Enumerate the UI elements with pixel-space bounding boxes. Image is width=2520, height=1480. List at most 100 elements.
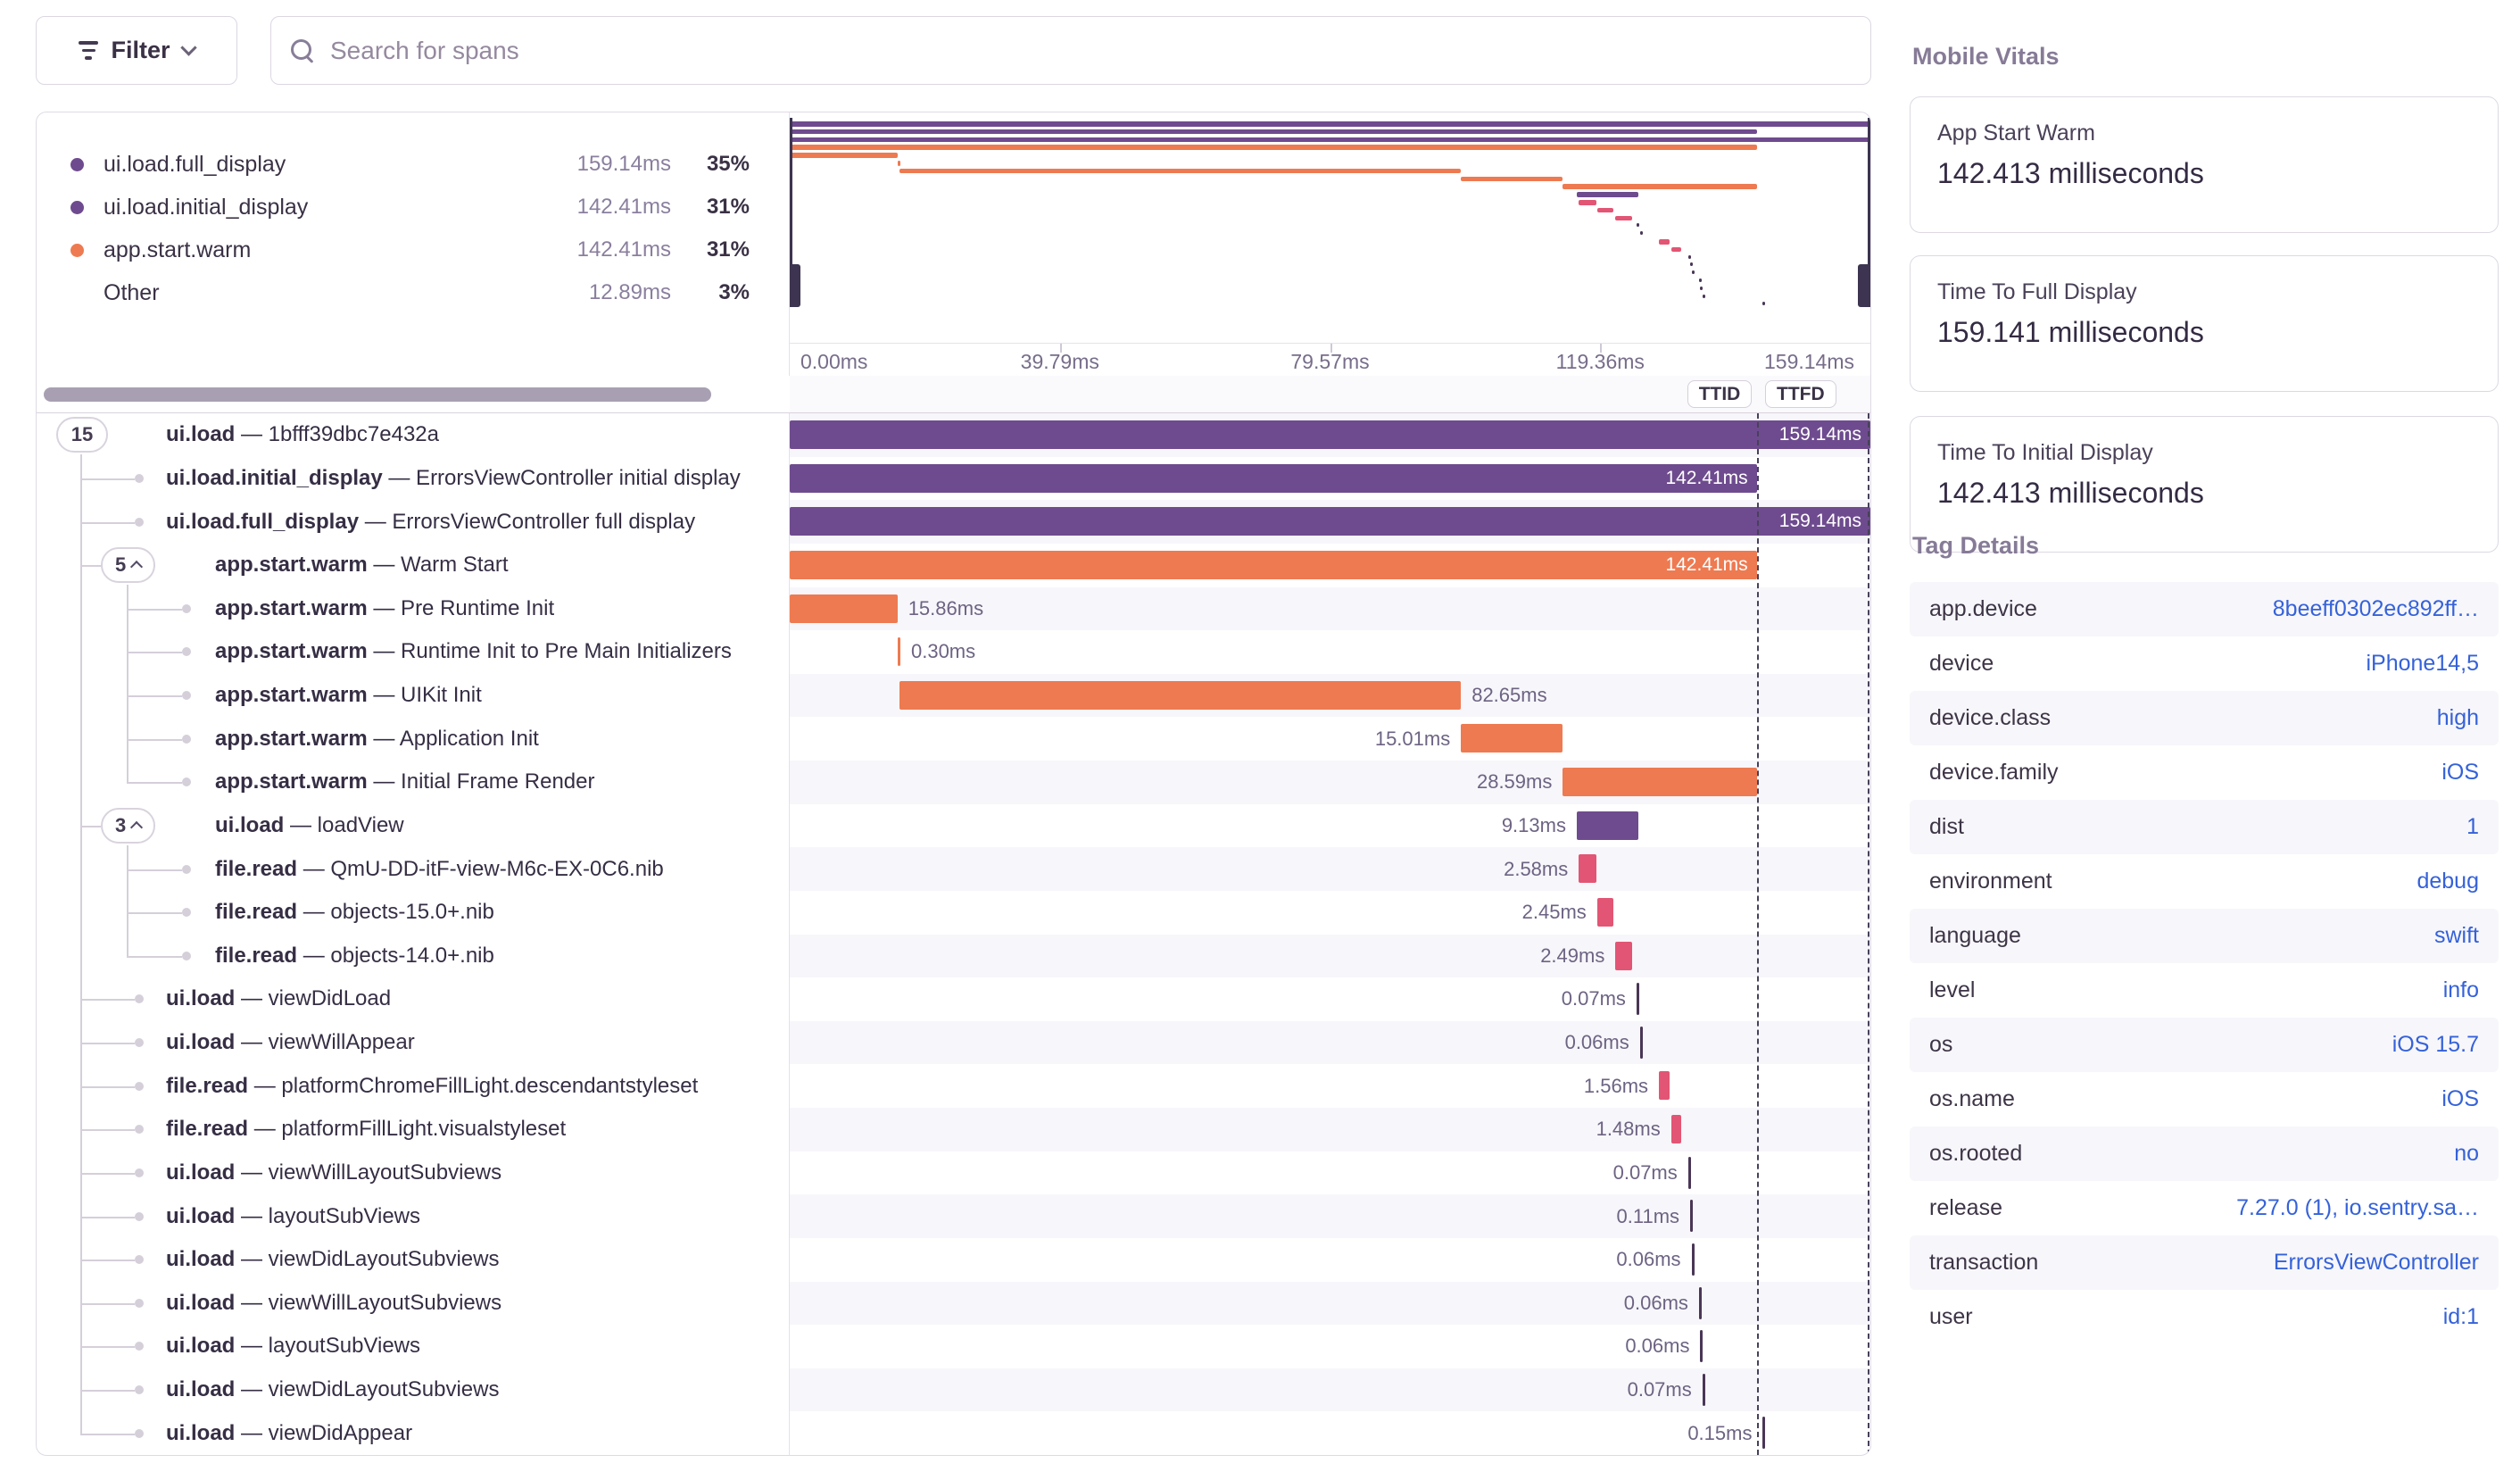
span-tree-row[interactable]: ui.load — viewDidLayoutSubviews bbox=[37, 1368, 790, 1412]
span-tree-row[interactable]: app.start.warm — UIKit Init bbox=[37, 674, 790, 718]
tag-value-link[interactable]: 1 bbox=[2466, 814, 2479, 839]
span-duration-bar[interactable] bbox=[1687, 1156, 1691, 1189]
span-tree-row[interactable]: app.start.warm — Initial Frame Render bbox=[37, 761, 790, 804]
span-duration-bar[interactable]: 159.14ms bbox=[790, 507, 1870, 536]
span-duration-bar[interactable]: 142.41ms bbox=[790, 463, 1757, 493]
span-tree-row[interactable]: file.read — platformFillLight.visualstyl… bbox=[37, 1108, 790, 1152]
span-duration-bar[interactable] bbox=[1563, 768, 1757, 796]
span-tree-row[interactable]: 5 app.start.warm — Warm Start bbox=[37, 544, 790, 587]
span-duration-bar[interactable] bbox=[1698, 1286, 1702, 1319]
waterfall-row[interactable]: 0.15ms bbox=[790, 1411, 1870, 1455]
span-tree-row[interactable]: ui.load.full_display — ErrorsViewControl… bbox=[37, 500, 790, 544]
tag-value-link[interactable]: swift bbox=[2434, 923, 2479, 948]
span-duration-bar[interactable] bbox=[1691, 1243, 1695, 1276]
waterfall-row[interactable]: 0.07ms bbox=[790, 977, 1870, 1021]
tag-value-link[interactable]: id:1 bbox=[2442, 1304, 2479, 1329]
span-duration-bar[interactable] bbox=[1636, 983, 1639, 1016]
waterfall-row[interactable]: 1.48ms bbox=[790, 1108, 1870, 1152]
span-tree-row[interactable]: file.read — platformChromeFillLight.desc… bbox=[37, 1064, 790, 1108]
waterfall-row[interactable]: 159.14ms bbox=[790, 413, 1870, 457]
span-duration-bar[interactable] bbox=[1762, 1417, 1766, 1450]
search-input[interactable] bbox=[328, 35, 1851, 66]
span-duration-bar[interactable] bbox=[1596, 897, 1614, 927]
tag-value-link[interactable]: 8beeff0302ec892ff… bbox=[2272, 596, 2479, 621]
waterfall-row[interactable]: 159.14ms bbox=[790, 500, 1870, 544]
span-duration-bar[interactable] bbox=[1639, 1026, 1643, 1059]
span-tree-row[interactable]: ui.load.initial_display — ErrorsViewCont… bbox=[37, 457, 790, 501]
waterfall-row[interactable]: 0.06ms bbox=[790, 1020, 1870, 1065]
waterfall-row[interactable]: 142.41ms bbox=[790, 457, 1870, 501]
waterfall-row[interactable]: 9.13ms bbox=[790, 804, 1870, 848]
span-tree-row[interactable]: file.read — objects-14.0+.nib bbox=[37, 935, 790, 978]
span-duration-bar[interactable] bbox=[1702, 1373, 1705, 1406]
span-duration-bar[interactable] bbox=[1690, 1200, 1694, 1233]
span-tree-row[interactable]: ui.load — layoutSubViews bbox=[37, 1194, 790, 1238]
ttfd-toggle-button[interactable]: TTFD bbox=[1765, 380, 1836, 408]
waterfall-row[interactable]: 0.07ms bbox=[790, 1152, 1870, 1195]
span-duration-bar[interactable] bbox=[1576, 811, 1639, 840]
minimap-left-handle[interactable] bbox=[790, 118, 792, 307]
waterfall-row[interactable]: 2.58ms bbox=[790, 847, 1870, 891]
span-tree-row[interactable]: file.read — objects-15.0+.nib bbox=[37, 891, 790, 935]
minimap-handle-grip[interactable] bbox=[790, 264, 800, 307]
span-duration-bar[interactable] bbox=[1579, 854, 1596, 884]
trace-minimap[interactable] bbox=[790, 112, 1870, 343]
span-duration-bar[interactable] bbox=[1700, 1330, 1703, 1363]
span-duration-bar[interactable] bbox=[1615, 941, 1633, 970]
tag-value-link[interactable]: high bbox=[2436, 705, 2479, 730]
waterfall-row[interactable]: 0.07ms bbox=[790, 1368, 1870, 1412]
span-tree-row[interactable]: ui.load — viewWillAppear bbox=[37, 1021, 790, 1065]
span-tree-row[interactable]: ui.load — viewWillLayoutSubviews bbox=[37, 1152, 790, 1195]
span-tree-row[interactable]: app.start.warm — Application Init bbox=[37, 717, 790, 761]
span-duration-bar[interactable] bbox=[897, 637, 900, 667]
waterfall-row[interactable]: 82.65ms bbox=[790, 673, 1870, 718]
span-duration-bar[interactable] bbox=[899, 680, 1462, 710]
tag-value-link[interactable]: ErrorsViewController bbox=[2273, 1250, 2479, 1275]
waterfall-row[interactable]: 2.45ms bbox=[790, 891, 1870, 935]
span-tree-row[interactable]: ui.load — viewWillLayoutSubviews bbox=[37, 1282, 790, 1326]
waterfall-row[interactable]: 15.86ms bbox=[790, 586, 1870, 631]
waterfall-row[interactable]: 0.11ms bbox=[790, 1194, 1870, 1238]
tag-value-link[interactable]: debug bbox=[2416, 869, 2479, 894]
span-tree-row[interactable]: 15 ui.load — 1bfff39dbc7e432a bbox=[37, 413, 790, 457]
span-duration-bar[interactable]: 159.14ms bbox=[790, 420, 1870, 449]
filter-button[interactable]: Filter bbox=[36, 16, 237, 85]
tree-scrollbar-thumb[interactable] bbox=[44, 387, 711, 402]
span-duration-bar[interactable] bbox=[1670, 1115, 1681, 1143]
tag-value-link[interactable]: info bbox=[2442, 977, 2479, 1002]
span-tree-row[interactable]: ui.load — viewDidAppear bbox=[37, 1411, 790, 1455]
span-duration-bar[interactable] bbox=[1461, 724, 1563, 753]
span-duration-bar[interactable] bbox=[1659, 1071, 1670, 1101]
span-tree-row[interactable]: ui.load — viewDidLoad bbox=[37, 977, 790, 1021]
span-search[interactable] bbox=[270, 16, 1871, 85]
waterfall-row[interactable]: 1.56ms bbox=[790, 1064, 1870, 1108]
minimap-handle-grip[interactable] bbox=[1858, 264, 1870, 307]
tag-value-link[interactable]: iOS 15.7 bbox=[2392, 1032, 2479, 1057]
waterfall-row[interactable]: 0.06ms bbox=[790, 1238, 1870, 1282]
tag-value-link[interactable]: no bbox=[2454, 1141, 2479, 1166]
span-tree-row[interactable]: ui.load — viewDidLayoutSubviews bbox=[37, 1238, 790, 1282]
minimap-right-handle[interactable] bbox=[1868, 118, 1870, 307]
span-tree-row[interactable]: app.start.warm — Runtime Init to Pre Mai… bbox=[37, 630, 790, 674]
waterfall-row[interactable]: 0.30ms bbox=[790, 630, 1870, 674]
span-duration-bar[interactable]: 142.41ms bbox=[790, 550, 1757, 579]
span-children-count-badge[interactable]: 5 bbox=[101, 547, 156, 584]
tag-value-link[interactable]: iPhone14,5 bbox=[2366, 651, 2479, 676]
span-tree-row[interactable]: 3 ui.load — loadView bbox=[37, 804, 790, 848]
waterfall-row[interactable]: 142.41ms bbox=[790, 544, 1870, 587]
tag-value-link[interactable]: 7.27.0 (1), io.sentry.sa… bbox=[2236, 1195, 2479, 1220]
span-children-count-badge[interactable]: 3 bbox=[101, 807, 156, 844]
waterfall-row[interactable]: 15.01ms bbox=[790, 717, 1870, 761]
waterfall-row[interactable]: 28.59ms bbox=[790, 761, 1870, 804]
waterfall-row[interactable]: 0.06ms bbox=[790, 1281, 1870, 1326]
span-tree-row[interactable]: ui.load — layoutSubViews bbox=[37, 1325, 790, 1368]
waterfall-row[interactable]: 0.06ms bbox=[790, 1325, 1870, 1368]
span-children-count-badge[interactable]: 15 bbox=[56, 417, 108, 453]
span-duration-bar[interactable] bbox=[790, 594, 898, 623]
tag-value-link[interactable]: iOS bbox=[2441, 760, 2479, 785]
tag-value-link[interactable]: iOS bbox=[2441, 1086, 2479, 1111]
span-tree-row[interactable]: file.read — QmU-DD-itF-view-M6c-EX-0C6.n… bbox=[37, 847, 790, 891]
ttid-toggle-button[interactable]: TTID bbox=[1687, 380, 1753, 408]
span-tree-row[interactable]: app.start.warm — Pre Runtime Init bbox=[37, 587, 790, 631]
waterfall-row[interactable]: 2.49ms bbox=[790, 934, 1870, 978]
